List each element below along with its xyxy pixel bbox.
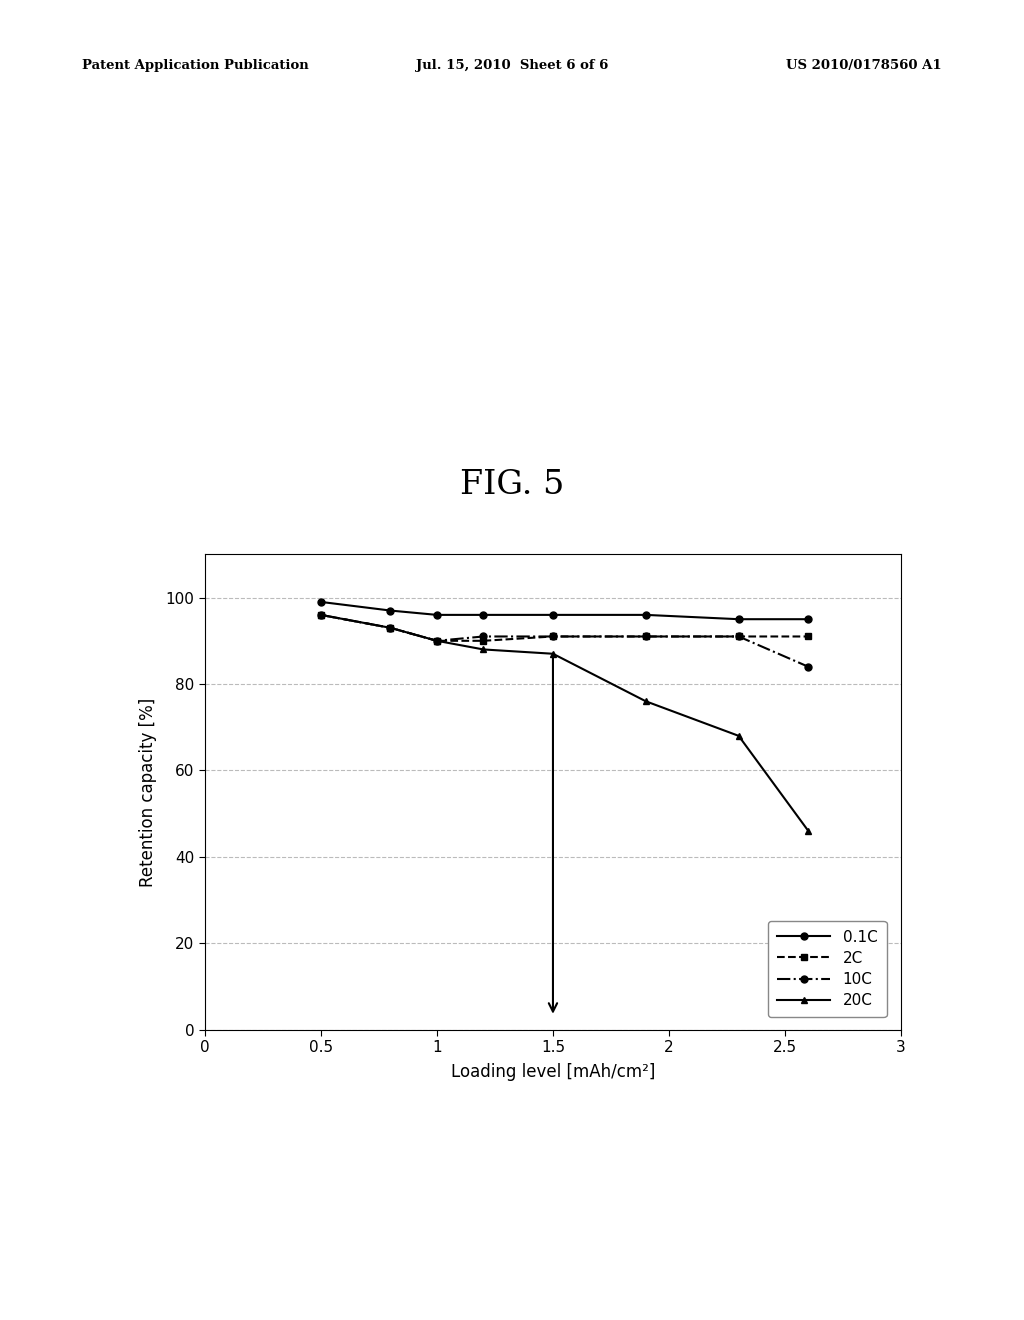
10C (640, 628, 652, 644)
Text: Patent Application Publication: Patent Application Publication (82, 59, 308, 73)
Text: US 2010/0178560 A1: US 2010/0178560 A1 (786, 59, 942, 73)
Line: 10C: 10C (317, 611, 812, 671)
2C (431, 632, 443, 648)
Legend: 0.1C, 2C, 10C, 20C: 0.1C, 2C, 10C, 20C (768, 920, 887, 1018)
10C (732, 628, 744, 644)
2C (314, 607, 327, 623)
2C (384, 620, 396, 636)
10C (802, 659, 814, 675)
20C (477, 642, 489, 657)
10C (384, 620, 396, 636)
2C (640, 628, 652, 644)
0.1C (547, 607, 559, 623)
0.1C (314, 594, 327, 610)
2C (477, 632, 489, 648)
Line: 2C: 2C (317, 611, 812, 644)
20C (640, 693, 652, 709)
20C (314, 607, 327, 623)
Line: 0.1C: 0.1C (317, 598, 812, 623)
0.1C (802, 611, 814, 627)
20C (802, 822, 814, 838)
10C (314, 607, 327, 623)
0.1C (384, 603, 396, 619)
10C (477, 628, 489, 644)
0.1C (431, 607, 443, 623)
0.1C (640, 607, 652, 623)
Y-axis label: Retention capacity [%]: Retention capacity [%] (139, 697, 157, 887)
20C (732, 727, 744, 743)
0.1C (732, 611, 744, 627)
10C (547, 628, 559, 644)
2C (547, 628, 559, 644)
Text: FIG. 5: FIG. 5 (460, 469, 564, 500)
Line: 20C: 20C (317, 611, 812, 834)
Text: Jul. 15, 2010  Sheet 6 of 6: Jul. 15, 2010 Sheet 6 of 6 (416, 59, 608, 73)
20C (431, 632, 443, 648)
2C (802, 628, 814, 644)
10C (431, 632, 443, 648)
20C (547, 645, 559, 661)
20C (384, 620, 396, 636)
2C (732, 628, 744, 644)
0.1C (477, 607, 489, 623)
X-axis label: Loading level [mAh/cm²]: Loading level [mAh/cm²] (451, 1064, 655, 1081)
